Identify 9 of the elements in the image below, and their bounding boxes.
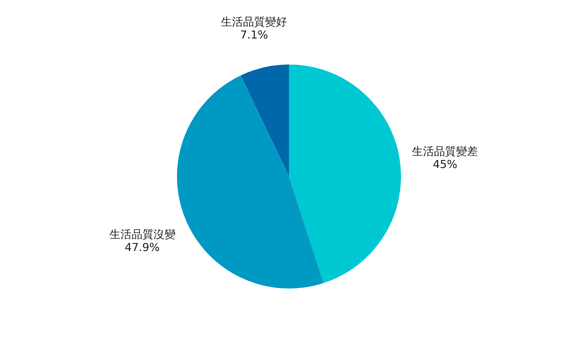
data-label: 45% <box>432 158 458 171</box>
pie-slice <box>240 64 289 176</box>
data-label: 7.1% <box>240 28 268 42</box>
slice-label: 生活品質變好 <box>221 15 288 28</box>
slice-label: 生活品質變差 <box>412 144 478 158</box>
data-label: 47.9% <box>124 241 160 254</box>
slice-label: 生活品質沒變 <box>109 228 176 242</box>
pie-slice <box>177 75 324 288</box>
pie-slice <box>289 64 401 284</box>
